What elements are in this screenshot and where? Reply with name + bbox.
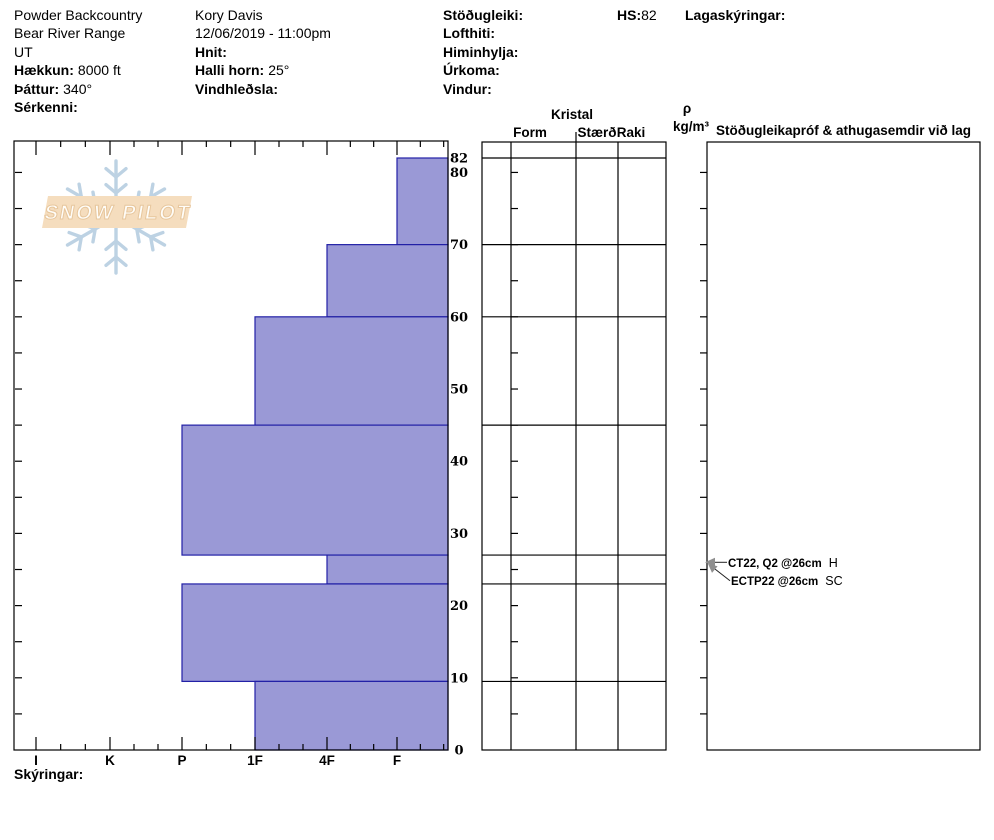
observer-name: Kory Davis [195,7,263,23]
logo-text: SNOW PILOT [43,202,193,224]
hardness-tick-label: 4F [319,753,335,768]
graph-frame [13,140,449,751]
layer-bar [254,680,449,751]
hardness-tick-label: F [393,753,401,768]
column-header-moisture: Raki [616,125,646,140]
layer-bar [396,157,449,246]
layer-bar [181,583,449,683]
stability-test-annotations: CT22, Q2 @26cm H ECTP22 @26cm SC [705,556,843,588]
precip-field: Úrkoma: [443,62,500,78]
depth-tick-label: 0 [454,744,463,759]
features-field: Sérkenni: [14,99,78,115]
layer-bar [254,316,449,426]
coordinates-field: Hnit: [195,44,227,60]
column-header-kristal: Kristal [550,107,594,122]
hardness-tick-label: 1F [247,753,263,768]
stability-test-box [700,141,981,751]
depth-tick-label: 60 [450,310,468,325]
air-temp-field: Lofthiti: [443,25,496,41]
depth-tick-label: 50 [450,383,468,398]
depth-tick-label: 82 [450,152,468,167]
depth-tick-label: 80 [450,166,468,181]
slope-angle-field: Halli horn: 25° [195,62,290,78]
hardness-tick-label: P [177,753,186,768]
depth-tick-label: 10 [450,671,468,686]
grain-table-grid [481,132,667,751]
depth-tick-label: 40 [450,455,468,470]
depth-tick-label: 20 [450,599,468,614]
stability-test-label: ECTP22 @26cm SC [731,574,843,588]
wind-loading-field: Vindhleðsla: [195,81,278,97]
column-header-size: Stærð [577,125,617,140]
layer-bar [181,424,449,556]
location-state: UT [14,44,33,60]
aspect-field: Þáttur: 340° [14,81,93,97]
hardness-tick-label: I [34,753,38,768]
logo-band [42,196,192,228]
wind-field: Vindur: [443,81,492,97]
hardness-tick-label: K [105,753,115,768]
location-range: Bear River Range [14,25,126,41]
layer-bar [326,554,449,585]
column-header-stability-tests: Stöðugleikapróf & athugasemdir við lag [716,123,972,138]
stability-field: Stöðugleiki: [443,7,524,23]
elevation-field: Hækkun: 8000 ft [14,62,121,78]
observation-datetime: 12/06/2019 - 11:00pm [195,25,331,41]
layer-bar [326,244,449,318]
depth-tick-label: 70 [450,238,468,253]
column-header-form: Form [513,125,547,140]
location-name: Powder Backcountry [14,7,143,23]
stability-test-label: CT22, Q2 @26cm H [728,556,838,570]
hardness-bars [181,157,449,751]
hardness-axis-labels: I K P 1F 4F F [34,753,401,768]
notes-label: Skýringar: [14,766,84,782]
sky-cover-field: Himinhylja: [443,44,519,60]
depth-tick-label: 30 [450,527,468,542]
column-header-density-units: kg/m³ [672,119,710,134]
snow-height-field: HS:82 [617,7,657,23]
layer-notes-field: Lagaskýringar: [685,7,786,23]
snowpilot-logo: SNOW PILOT [42,159,194,275]
column-header-density-symbol: ρ [682,101,692,116]
